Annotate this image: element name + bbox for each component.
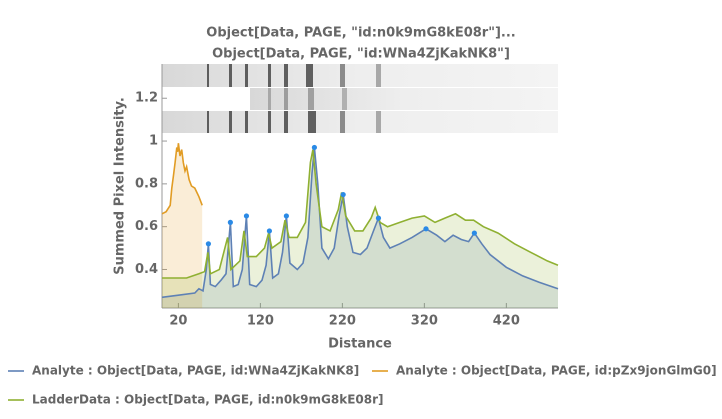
y-tick-label: 0.8 (135, 176, 158, 191)
legend-label: LadderData : Object[Data, PAGE, id:n0k9m… (32, 393, 384, 407)
peak-point (227, 219, 233, 225)
x-tick-label: 220 (329, 314, 356, 329)
y-axis-label: Summed Pixel Intensity. (113, 97, 128, 275)
area (162, 147, 558, 308)
legend-label: Analyte : Object[Data, PAGE, id:WNa4ZjKa… (32, 364, 359, 378)
x-tick-label: 120 (247, 314, 274, 329)
peak-point (375, 215, 382, 221)
peak-point (340, 191, 346, 198)
gel-lane (250, 88, 558, 110)
y-tick-label: 1.2 (135, 91, 158, 106)
y-tick-label: 0.4 (135, 262, 158, 277)
x-axis-label: Distance (328, 337, 392, 352)
x-tick-label: 20 (169, 314, 187, 329)
gel-lane (162, 64, 558, 87)
peak-point (266, 228, 273, 234)
peak-point (283, 213, 289, 219)
peak-point (471, 230, 477, 236)
gel-images (162, 64, 558, 133)
chart-title: Object[Data, PAGE, "id:n0k9mG8kE08r"]... (206, 26, 515, 41)
line (161, 143, 203, 215)
peak-point (311, 144, 318, 151)
gel-lane (162, 111, 558, 133)
gel-bands (207, 64, 381, 133)
y-tick-label: 1 (149, 134, 158, 149)
y-tick-label: 0.6 (135, 219, 158, 234)
peak-point (243, 213, 250, 219)
chart-title: Object[Data, PAGE, "id:WNa4ZjKakNK8"] (212, 47, 510, 62)
peak-point (423, 226, 429, 232)
x-tick-label: 420 (493, 314, 520, 329)
area (162, 143, 203, 308)
peak-point (205, 241, 212, 247)
area (162, 149, 558, 308)
line (162, 149, 559, 279)
legend-label: Analyte : Object[Data, PAGE, id:pZx9jonG… (396, 364, 717, 378)
x-tick-label: 320 (411, 314, 438, 329)
